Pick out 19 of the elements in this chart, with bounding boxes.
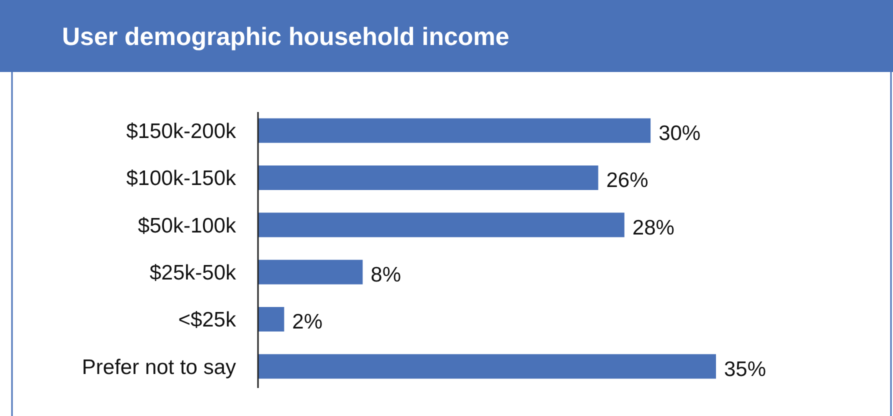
data-label: 35% (724, 358, 766, 381)
bar (258, 306, 284, 332)
data-label: 30% (658, 122, 701, 145)
y-tick-label: $150k-200k (126, 120, 236, 143)
data-label: 28% (632, 216, 674, 240)
bar (258, 165, 598, 190)
bar (258, 118, 651, 143)
data-label: 8% (370, 263, 402, 286)
chart-title: User demographic household income (62, 23, 510, 51)
y-tick-label: <$25k (178, 308, 236, 332)
y-tick-label: $100k-150k (126, 167, 236, 190)
bar (258, 260, 363, 284)
data-label: 2% (292, 310, 323, 334)
y-tick-label: $25k-50k (150, 261, 236, 284)
data-label: 26% (606, 169, 648, 192)
y-tick-label: Prefer not to say (82, 356, 236, 379)
bar (258, 354, 716, 379)
y-tick-label: $50k-100k (138, 214, 236, 238)
bar (258, 212, 624, 238)
